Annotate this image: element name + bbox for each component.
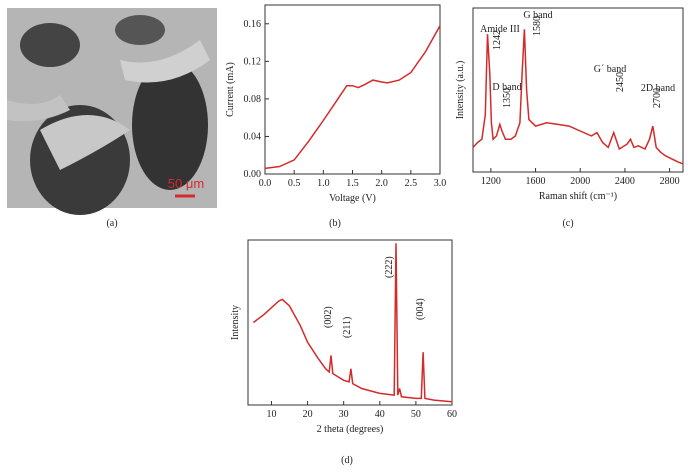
annotation: Amide III bbox=[480, 24, 520, 35]
x-tick-label: 60 bbox=[447, 409, 457, 420]
x-tick-label: 50 bbox=[411, 409, 421, 420]
annotation: (002) bbox=[323, 306, 334, 328]
x-axis-label: 2 theta (degrees) bbox=[317, 424, 384, 435]
annotation: 2450 bbox=[615, 72, 626, 92]
x-tick-label: 20 bbox=[303, 409, 313, 420]
plot-frame bbox=[472, 7, 684, 173]
caption: (b) bbox=[329, 218, 341, 229]
x-tick-label: 3.0 bbox=[434, 178, 447, 189]
y-tick-label: 0.08 bbox=[244, 94, 262, 105]
y-tick-label: 0.00 bbox=[244, 169, 262, 180]
caption: (a) bbox=[106, 218, 117, 229]
x-tick-label: 30 bbox=[339, 409, 349, 420]
annotation: 2D band bbox=[641, 83, 675, 94]
strut bbox=[120, 40, 210, 83]
y-axis-label: Intensity (a.u.) bbox=[455, 61, 466, 120]
data-line bbox=[252, 243, 453, 403]
x-tick-label: 1.0 bbox=[317, 178, 330, 189]
x-axis-label: Raman shift (cm⁻¹) bbox=[539, 191, 617, 202]
x-tick-label: 10 bbox=[266, 409, 276, 420]
plot-frame bbox=[247, 239, 453, 406]
annotation: D band bbox=[492, 82, 521, 93]
annotation: 1350 bbox=[502, 88, 513, 108]
annotation: 1242 bbox=[492, 30, 503, 50]
annotation: 1580 bbox=[532, 16, 543, 36]
y-axis-label: Intensity bbox=[230, 305, 241, 340]
y-tick-label: 0.12 bbox=[244, 56, 262, 67]
x-tick-label: 0.5 bbox=[288, 178, 301, 189]
pore bbox=[132, 60, 208, 190]
plot-frame bbox=[264, 4, 441, 175]
y-tick-label: 0.04 bbox=[244, 131, 262, 142]
annotation: 2700 bbox=[652, 88, 663, 108]
x-tick-label: 2.5 bbox=[405, 178, 418, 189]
x-tick-label: 2000 bbox=[570, 176, 590, 187]
x-tick-label: 2.0 bbox=[375, 178, 388, 189]
annotation: G´ band bbox=[594, 64, 627, 75]
annotation: (004) bbox=[415, 298, 426, 320]
strut bbox=[40, 115, 130, 170]
x-tick-label: 2400 bbox=[615, 176, 635, 187]
annotation: (211) bbox=[342, 317, 353, 338]
annotation: (222) bbox=[384, 256, 395, 278]
annotation: G band bbox=[523, 10, 552, 21]
data-line bbox=[472, 29, 684, 165]
scale-bar-label: 50 μm bbox=[168, 176, 204, 191]
strut bbox=[7, 95, 70, 122]
x-tick-label: 40 bbox=[375, 409, 385, 420]
x-tick-label: 1.5 bbox=[346, 178, 359, 189]
y-axis-label: Current (mA) bbox=[225, 62, 236, 117]
caption: (c) bbox=[562, 218, 573, 229]
x-axis-label: Voltage (V) bbox=[329, 193, 376, 204]
caption: (d) bbox=[341, 455, 353, 466]
x-tick-label: 1600 bbox=[526, 176, 546, 187]
pore bbox=[115, 15, 165, 45]
sem-image: 50 μm bbox=[7, 8, 217, 215]
x-tick-label: 1200 bbox=[481, 176, 501, 187]
pore bbox=[20, 23, 80, 67]
x-tick-label: 0.0 bbox=[259, 178, 272, 189]
x-tick-label: 2800 bbox=[660, 176, 680, 187]
data-line bbox=[264, 25, 441, 170]
y-tick-label: 0.16 bbox=[244, 19, 262, 30]
